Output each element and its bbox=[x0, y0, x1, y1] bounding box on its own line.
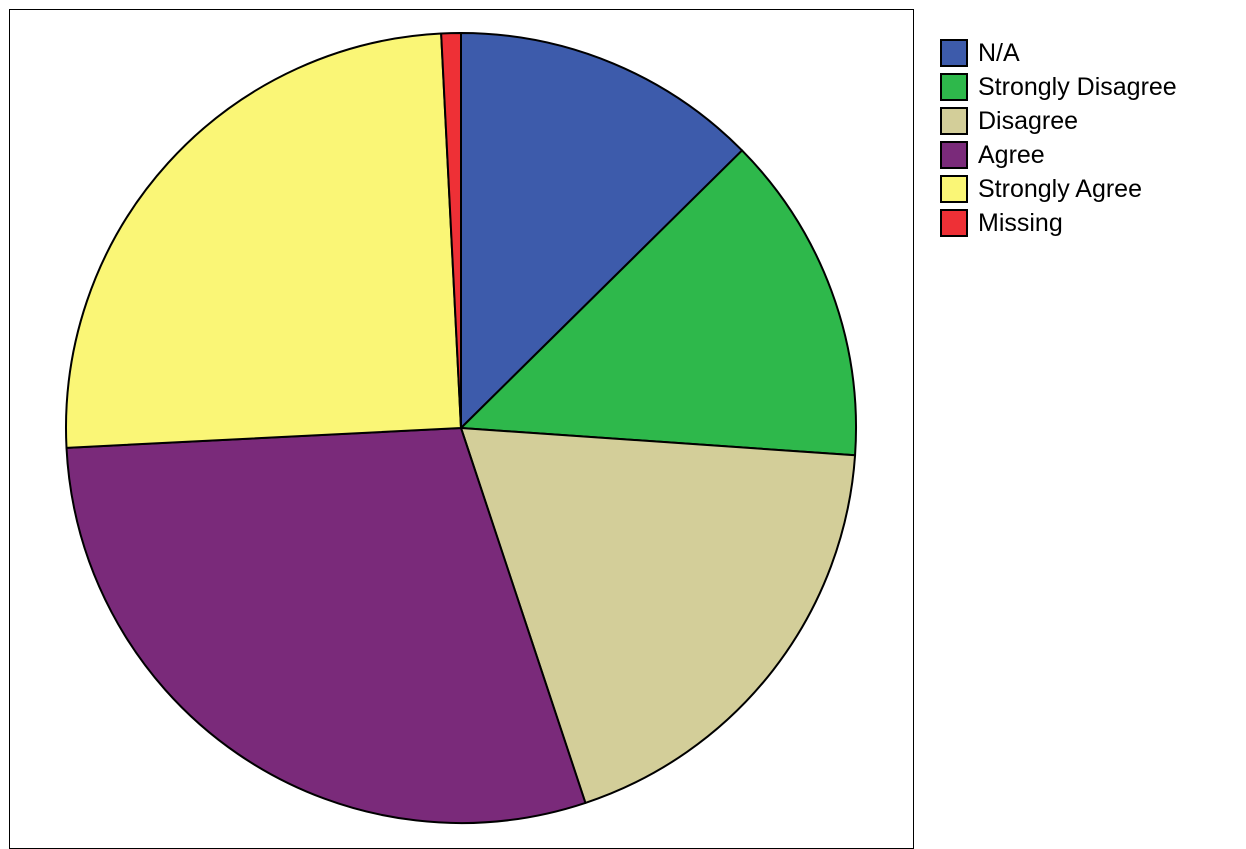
legend-label: Strongly Disagree bbox=[978, 73, 1177, 101]
legend-swatch bbox=[940, 107, 968, 135]
legend-item-disagree: Disagree bbox=[940, 104, 1177, 138]
legend-swatch bbox=[940, 39, 968, 67]
legend-swatch bbox=[940, 141, 968, 169]
pie-slice-disagree bbox=[460, 427, 857, 804]
legend-label: Disagree bbox=[978, 107, 1079, 135]
legend-swatch bbox=[940, 209, 968, 237]
pie-slices bbox=[65, 32, 857, 824]
legend-item-missing: Missing bbox=[940, 206, 1177, 240]
legend-label: Missing bbox=[978, 209, 1063, 237]
pie-slice-strongly-agree bbox=[65, 32, 462, 449]
legend-label: Strongly Agree bbox=[978, 175, 1142, 203]
pie-slice-strongly-disagree bbox=[460, 149, 857, 457]
legend-swatch bbox=[940, 175, 968, 203]
pie-slice-missing bbox=[440, 32, 462, 429]
legend-swatch bbox=[940, 73, 968, 101]
legend: N/A Strongly Disagree Disagree Agree Strongl… bbox=[940, 36, 1177, 240]
legend-label: Agree bbox=[978, 141, 1045, 169]
legend-item-strongly-disagree: Strongly Disagree bbox=[940, 70, 1177, 104]
legend-label: N/A bbox=[978, 39, 1020, 67]
pie-slice-n-a bbox=[460, 32, 744, 429]
legend-item-strongly-agree: Strongly Agree bbox=[940, 172, 1177, 206]
legend-item-n-a: N/A bbox=[940, 36, 1177, 70]
legend-item-agree: Agree bbox=[940, 138, 1177, 172]
pie-slice-agree bbox=[65, 427, 587, 824]
